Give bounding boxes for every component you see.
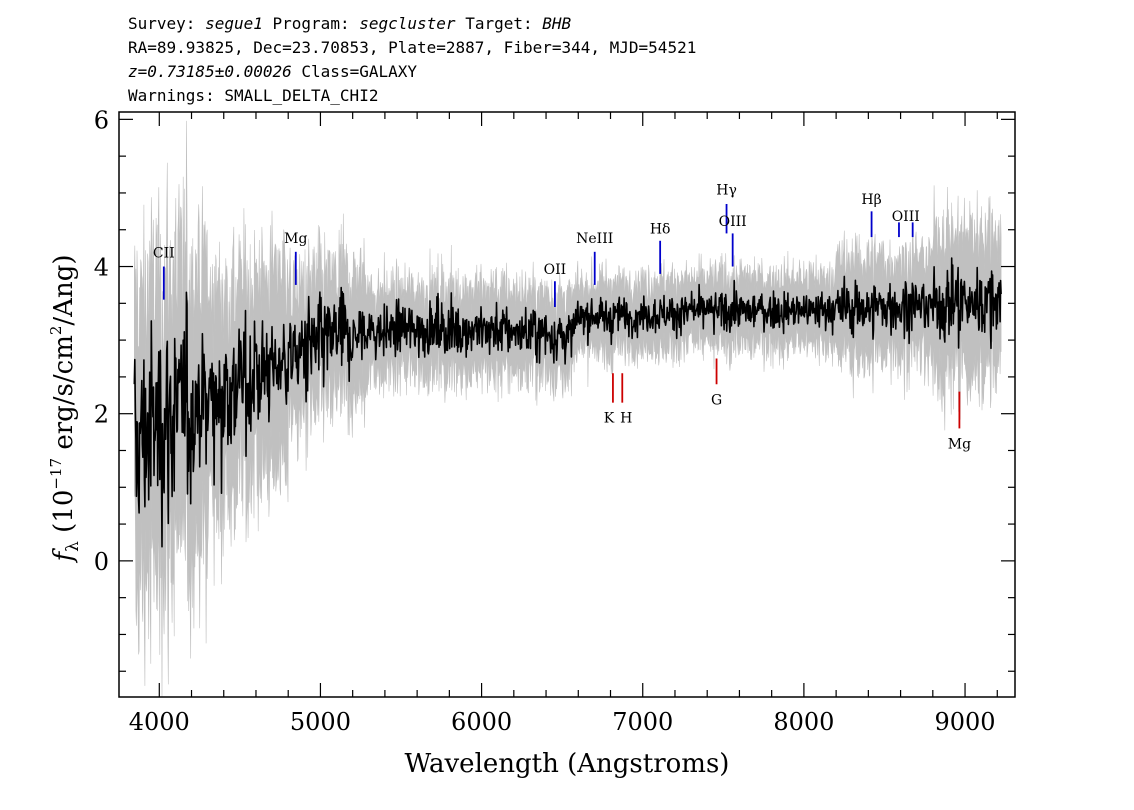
emission-line-label: Hγ [716, 182, 737, 198]
x-tick-label: 9000 [935, 708, 996, 736]
emission-line-label: Mg [284, 231, 307, 247]
header-line-1: Survey: segue1 Program: segcluster Targe… [128, 14, 572, 33]
emission-line-label: Hδ [650, 221, 671, 237]
program-value: segcluster [359, 14, 456, 33]
flux-series [133, 257, 1002, 548]
flux-layer [133, 257, 1002, 548]
header-line-3: z=0.73185±0.00026 Class=GALAXY [128, 62, 417, 82]
y-tick-label: 2 [94, 401, 109, 429]
class-value: Class=GALAXY [301, 62, 417, 81]
emission-line-label: OIII [719, 214, 747, 230]
plot-frame [118, 111, 1016, 698]
x-tick-label: 7000 [612, 708, 673, 736]
emission-line-label: Hβ [861, 192, 881, 208]
x-tick-label: 6000 [451, 708, 512, 736]
header-line-4: Warnings: SMALL_DELTA_CHI2 [128, 86, 379, 105]
absorption-line-label: G [711, 392, 722, 408]
emission-line-label: OIII [892, 209, 920, 225]
survey-value: segue1 [205, 14, 263, 33]
absorption-line-label: Mg [948, 436, 971, 452]
error-band [134, 120, 1002, 698]
axis-ticks-layer: 4000 5000 6000 7000 8000 9000 0 2 4 6 [94, 106, 1015, 736]
x-tick-label: 8000 [773, 708, 834, 736]
header-line-2: RA=89.93825, Dec=23.70853, Plate=2887, F… [128, 38, 697, 57]
y-tick-label: 6 [94, 106, 109, 134]
target-value: BHB [542, 14, 572, 33]
y-axis-label: fλ (10−17 erg/s/cm2/Ang) [47, 255, 83, 564]
absorption-line-label: K [604, 411, 615, 427]
spectral-lines-layer: CII Mg OII NeIII Hδ Hγ OIII Hβ OIII K H G Mg [153, 182, 971, 452]
error-band-layer [134, 120, 1002, 698]
emission-line-label: CII [153, 246, 175, 262]
x-tick-label: 5000 [290, 708, 351, 736]
absorption-line-label: H [620, 411, 632, 427]
x-axis-label: Wavelength (Angstroms) [405, 749, 730, 779]
emission-line-label: NeIII [576, 231, 613, 247]
y-tick-label: 4 [94, 254, 109, 282]
y-tick-label: 0 [94, 548, 109, 576]
x-tick-label: 4000 [129, 708, 190, 736]
emission-line-label: OII [544, 262, 567, 278]
redshift-value: z=0.73185±0.00026 [128, 62, 292, 81]
